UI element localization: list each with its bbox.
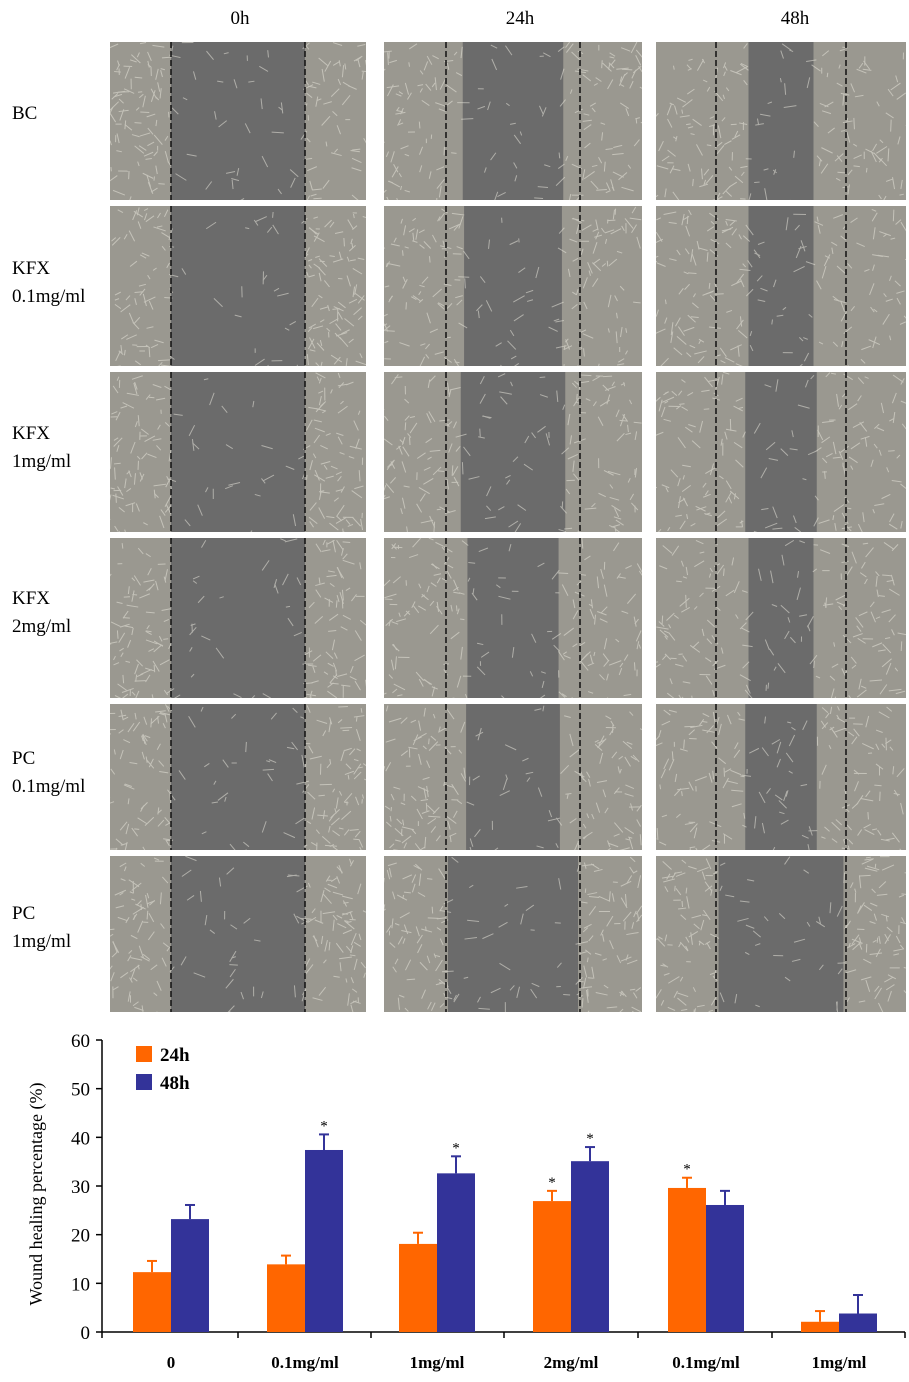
row-label: BC: [12, 100, 37, 128]
microscopy-image: [656, 704, 906, 850]
microscopy-image: [110, 704, 366, 850]
bar-48h: [571, 1161, 609, 1332]
row-label-treatment: KFX: [12, 255, 85, 283]
legend-label: 48h: [160, 1073, 190, 1094]
legend-label: 24h: [160, 1045, 190, 1066]
microscopy-image: [384, 372, 642, 532]
microscopy-image: [656, 42, 906, 200]
significance-marker: *: [548, 1175, 556, 1191]
microscopy-image: [110, 856, 366, 1012]
significance-marker: *: [320, 1118, 328, 1134]
bar-48h: [437, 1173, 475, 1332]
microscopy-image: [384, 704, 642, 850]
row-label-treatment: BC: [12, 100, 37, 128]
microscopy-image: [384, 42, 642, 200]
column-label-24h: 24h: [460, 8, 580, 30]
column-label-48h: 48h: [735, 8, 855, 30]
wound-healing-chart: 0 10 20 30 40 50 60 0 0.1mg/ml 1mg/ml 2mg/ml 0.1mg/…: [0, 1020, 909, 1377]
bar-48h: [305, 1150, 343, 1332]
y-axis-label: Wound healing percentage (%): [26, 1083, 47, 1306]
row-label-concentration: 1mg/ml: [12, 448, 71, 476]
x-tick-label: 0.1mg/ml: [271, 1353, 339, 1372]
microscopy-image: [656, 856, 906, 1012]
significance-marker: *: [452, 1140, 460, 1156]
x-tick-label: 1mg/ml: [410, 1353, 465, 1372]
row-label-treatment: KFX: [12, 585, 71, 613]
bar-24h: [533, 1201, 571, 1332]
x-tick-label: 0.1mg/ml: [672, 1353, 740, 1372]
row-label-treatment: PC: [12, 900, 71, 928]
significance-marker: *: [683, 1162, 691, 1178]
microscopy-image: [384, 206, 642, 366]
x-tick-label: 1mg/ml: [812, 1353, 867, 1372]
legend-swatch-48h: [136, 1074, 152, 1090]
chart-svg: 0 10 20 30 40 50 60 0 0.1mg/ml 1mg/ml 2mg/ml 0.1mg/…: [0, 1020, 909, 1377]
microscopy-image: [384, 856, 642, 1012]
bar-24h: [399, 1244, 437, 1332]
significance-marker: *: [586, 1131, 594, 1147]
y-tick-label: 30: [71, 1177, 90, 1198]
row-label-concentration: 0.1mg/ml: [12, 773, 85, 801]
microscopy-image: [110, 42, 366, 200]
bar-24h: [668, 1188, 706, 1332]
row-label-concentration: 2mg/ml: [12, 613, 71, 641]
bar-24h: [133, 1272, 171, 1332]
microscopy-image: [110, 372, 366, 532]
bar-24h: [267, 1264, 305, 1332]
row-label-concentration: 0.1mg/ml: [12, 283, 85, 311]
legend-swatch-24h: [136, 1046, 152, 1062]
x-tick-label: 0: [167, 1353, 176, 1372]
microscopy-image: [110, 538, 366, 698]
microscopy-image: [656, 372, 906, 532]
x-tick-label: 2mg/ml: [544, 1353, 599, 1372]
y-tick-label: 20: [71, 1226, 90, 1247]
bar-24h: [801, 1322, 839, 1332]
bar-48h: [171, 1219, 209, 1332]
y-tick-label: 60: [71, 1031, 90, 1052]
row-label-concentration: 1mg/ml: [12, 928, 71, 956]
bar-48h: [839, 1314, 877, 1332]
microscopy-image: [656, 538, 906, 698]
bar-48h: [706, 1205, 744, 1332]
y-tick-label: 50: [71, 1080, 90, 1101]
microscopy-image: [656, 206, 906, 366]
y-tick-label: 0: [81, 1323, 91, 1344]
y-tick-label: 10: [71, 1274, 90, 1295]
y-tick-label: 40: [71, 1128, 90, 1149]
microscopy-image: [110, 206, 366, 366]
microscopy-image: [384, 538, 642, 698]
column-label-0h: 0h: [180, 8, 300, 30]
row-label-treatment: PC: [12, 745, 85, 773]
row-label-treatment: KFX: [12, 420, 71, 448]
